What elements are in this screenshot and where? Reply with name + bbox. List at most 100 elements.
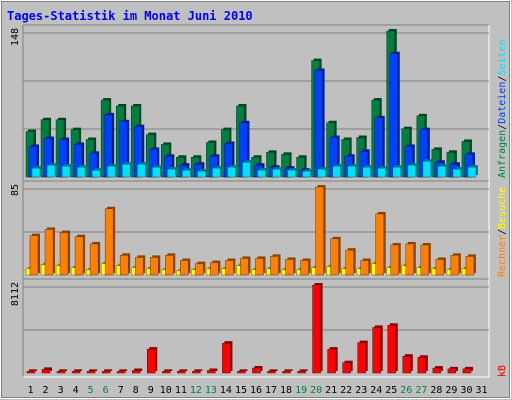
x-tick-label: 30	[460, 385, 472, 396]
bar-seiten-face	[152, 166, 161, 178]
x-tick-label: 6	[103, 385, 109, 396]
x-tick-label: 24	[370, 385, 382, 396]
bar-seiten-face	[197, 170, 206, 178]
bar-seiten	[106, 164, 118, 178]
bar-kb-face	[252, 367, 261, 374]
bar-dateien-face	[314, 70, 323, 178]
bar-rechner-face	[420, 244, 430, 276]
legend-besuche: Besuche	[497, 187, 508, 229]
bar-kb	[357, 340, 368, 374]
bar-seiten-face	[422, 160, 432, 178]
y-axis-max-label: 148	[10, 28, 21, 46]
bar-rechner	[59, 230, 71, 276]
bar-rechner-face	[195, 263, 204, 276]
bar-kb	[86, 369, 98, 374]
bar-rechner	[375, 211, 386, 276]
x-tick-label: 29	[445, 385, 457, 396]
x-tick-label: 22	[340, 385, 352, 396]
bar-kb-shadow	[59, 369, 68, 371]
bar-kb-shadow	[134, 368, 143, 371]
bar-seiten-face	[302, 170, 311, 178]
bar-kb-face	[41, 369, 51, 374]
bar-kb	[432, 366, 443, 374]
bar-rechner	[134, 255, 146, 276]
bar-seiten	[121, 162, 133, 178]
x-tick-label: 10	[160, 385, 172, 396]
bar-kb	[26, 369, 37, 374]
bar-kb-shadow	[194, 369, 203, 371]
x-tick-label: 28	[430, 385, 442, 396]
bar-kb	[147, 347, 158, 374]
bar-rechner-face	[240, 258, 249, 276]
panel-3: 8112 kB	[10, 278, 508, 378]
bar-seiten	[227, 165, 238, 178]
bar-seiten	[287, 168, 298, 178]
bar-kb-face	[162, 371, 171, 374]
bar-kb	[192, 369, 203, 374]
right-series-label: Anfragen/Dateien/Seiten	[497, 39, 508, 178]
bar-seiten-face	[377, 167, 386, 178]
bar-seiten	[167, 167, 178, 178]
x-tick-label: 2	[43, 385, 49, 396]
bar-rechner	[240, 256, 251, 276]
bar-seiten	[272, 167, 283, 178]
bar-seiten	[377, 166, 388, 178]
x-tick-label: 18	[280, 385, 292, 396]
bar-seiten	[61, 164, 73, 178]
bar-kb-face	[101, 371, 111, 374]
bar-kb-face	[312, 284, 321, 374]
bar-rechner-face	[465, 256, 475, 276]
bar-kb-shadow	[209, 368, 218, 371]
bar-kb	[402, 354, 413, 374]
bar-kb	[131, 368, 143, 374]
bar-rechner	[74, 234, 86, 276]
bar-kb-shadow	[29, 369, 37, 371]
bar-rechner-face	[165, 255, 174, 276]
panel-1: 148 Anfragen/Dateien/Seiten	[10, 24, 508, 182]
bar-kb	[297, 369, 308, 374]
x-tick-label: 5	[88, 385, 94, 396]
bar-seiten	[212, 166, 223, 178]
bar-kb-face	[177, 371, 186, 374]
bar-seiten-face	[437, 165, 447, 178]
bar-rechner	[180, 258, 191, 276]
bar-kb-face	[342, 362, 351, 374]
bar-kb	[56, 369, 68, 374]
bar-kb	[237, 369, 248, 374]
bar-seiten	[182, 168, 193, 178]
legend-seiten: Seiten	[497, 39, 508, 75]
bar-rechner	[315, 185, 326, 276]
x-tick-label: 14	[220, 385, 232, 396]
x-tick-label: 21	[325, 385, 337, 396]
bar-seiten-face	[362, 166, 371, 178]
bar-kb	[41, 367, 53, 374]
bar-kb-face	[357, 342, 366, 374]
bar-kb	[447, 366, 458, 374]
bar-rechner-face	[450, 255, 460, 276]
bar-kb-face	[432, 367, 442, 374]
label-separator: /	[497, 76, 508, 82]
bar-rechner-face	[285, 259, 294, 276]
bar-rechner	[360, 258, 371, 276]
bar-dateien	[389, 51, 400, 178]
bar-seiten	[332, 164, 343, 178]
bar-seiten-face	[287, 169, 296, 178]
bar-rechner-face	[59, 232, 69, 276]
bar-kb-face	[131, 370, 141, 374]
bar-rechner-face	[150, 257, 159, 276]
bar-seiten-face	[167, 168, 176, 178]
bar-kb-face	[147, 348, 156, 374]
bar-kb	[462, 366, 473, 374]
bar-rechner-face	[315, 186, 324, 276]
bar-kb-face	[71, 371, 81, 374]
bar-kb	[312, 283, 323, 374]
bar-kb	[417, 355, 428, 374]
x-tick-label: 19	[295, 385, 307, 396]
bar-rechner-face	[300, 260, 309, 276]
bar-kb-face	[116, 371, 126, 374]
bar-dateien-face	[389, 53, 399, 178]
bar-rechner-face	[44, 229, 54, 276]
bar-kb-face	[207, 370, 216, 374]
